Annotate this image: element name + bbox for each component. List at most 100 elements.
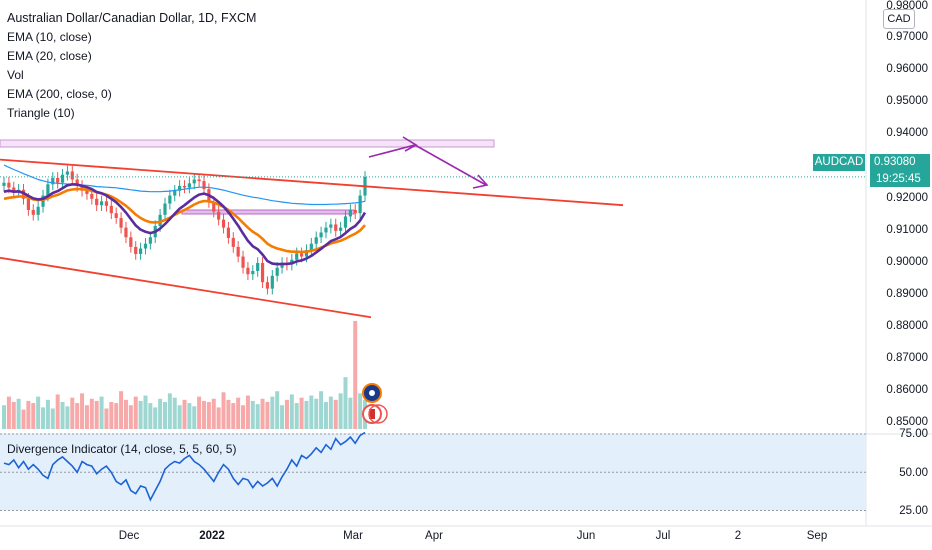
candle-body	[56, 177, 60, 183]
volume-bar	[104, 408, 109, 429]
price-tick: 0.97000	[886, 31, 928, 43]
candle-body	[324, 227, 328, 233]
volume-bar	[328, 396, 333, 429]
candle-body	[138, 248, 143, 254]
volume-bar	[353, 321, 358, 429]
legend-triangle[interactable]: Triangle (10)	[7, 106, 75, 120]
candle-body	[75, 179, 79, 186]
candle-body	[134, 246, 138, 254]
price-tick: 0.88000	[886, 320, 928, 332]
candle-body	[348, 209, 352, 217]
volume-bar	[245, 395, 250, 429]
volume-bar	[94, 400, 99, 429]
volume-bar	[41, 407, 46, 429]
volume-bar	[80, 393, 85, 429]
candle-body	[241, 256, 245, 268]
candle-body	[90, 193, 94, 199]
candle-body	[129, 237, 133, 247]
volume-bar	[333, 399, 338, 429]
volume-bar	[260, 398, 265, 429]
candle-body	[339, 227, 343, 231]
volume-bar	[343, 377, 348, 429]
volume-bar	[16, 398, 21, 429]
symbol-tag: AUDCAD	[813, 154, 865, 171]
currency-badge[interactable]: CAD	[883, 9, 915, 29]
volume-bar	[226, 399, 231, 429]
volume-bar	[21, 409, 26, 429]
price-tick: 0.90000	[886, 256, 928, 268]
candle-body	[114, 213, 118, 219]
candle-body	[309, 243, 313, 251]
volume-bar	[55, 394, 60, 429]
volume-bar	[309, 395, 314, 429]
last-price-tag: 0.93080	[870, 154, 930, 171]
oscillator-tick: 50.00	[899, 467, 928, 479]
candle-body	[99, 201, 104, 206]
volume-bar	[358, 393, 363, 429]
candle-body	[46, 184, 50, 196]
candle-body	[275, 267, 279, 276]
candle-body	[7, 182, 11, 188]
volume-bar	[236, 397, 241, 429]
volume-bar	[172, 397, 177, 429]
volume-bar	[182, 399, 187, 429]
volume-bar	[89, 398, 94, 429]
candle-body	[173, 190, 177, 196]
volume-bar	[99, 396, 104, 429]
projection-arrowhead	[402, 136, 418, 152]
time-tick: Jun	[576, 530, 596, 542]
candle-body	[343, 216, 348, 228]
candle-body	[217, 211, 221, 220]
legend-ema20[interactable]: EMA (20, close)	[7, 49, 92, 63]
candle-body	[221, 219, 226, 228]
legend-vol[interactable]: Vol	[7, 68, 24, 82]
volume-bar	[304, 400, 309, 429]
candle-body	[231, 237, 235, 247]
time-tick: Sep	[806, 530, 828, 542]
candle-body	[314, 237, 318, 244]
candle-body	[251, 270, 255, 275]
support-zone	[181, 209, 355, 215]
projection-path	[368, 144, 487, 186]
volume-bar	[84, 405, 89, 429]
candle-body	[168, 195, 172, 204]
legend-ema200[interactable]: EMA (200, close, 0)	[7, 87, 112, 101]
volume-bar	[241, 405, 246, 429]
price-tick: 0.92000	[886, 192, 928, 204]
oscillator-tick: 75.00	[899, 428, 928, 440]
volume-bar	[265, 402, 270, 429]
time-tick: Mar	[343, 530, 363, 542]
price-tick: 0.91000	[886, 224, 928, 236]
resistance-zone	[0, 139, 495, 148]
legend-ema10[interactable]: EMA (10, close)	[7, 30, 92, 44]
candle-body	[95, 198, 99, 206]
oscillator-tick: 25.00	[899, 505, 928, 517]
volume-bar	[109, 402, 114, 429]
volume-bar	[216, 407, 221, 429]
time-tick: 2	[734, 530, 742, 542]
candle-body	[158, 214, 162, 227]
lower-trendline	[0, 256, 372, 319]
candle-body	[358, 195, 362, 214]
candle-body	[212, 201, 216, 212]
candle-body	[304, 250, 309, 257]
oscillator-label[interactable]: Divergence Indicator (14, close, 5, 5, 6…	[7, 442, 237, 456]
price-tick: 0.98000	[886, 0, 928, 12]
candle-body	[12, 187, 16, 192]
oscillator-line	[3, 431, 366, 502]
candle-body	[143, 243, 148, 249]
candle-body	[104, 201, 109, 206]
volume-bar	[319, 391, 324, 429]
volume-bar	[177, 405, 182, 429]
volume-bar	[289, 394, 294, 429]
candle-body	[260, 262, 265, 283]
time-tick: Apr	[425, 530, 443, 542]
volume-bar	[60, 402, 65, 429]
volume-bar	[211, 398, 216, 429]
candle-body	[41, 195, 45, 207]
volume-bar	[148, 403, 153, 429]
ema10-line	[3, 183, 367, 266]
candle-body	[295, 253, 299, 260]
